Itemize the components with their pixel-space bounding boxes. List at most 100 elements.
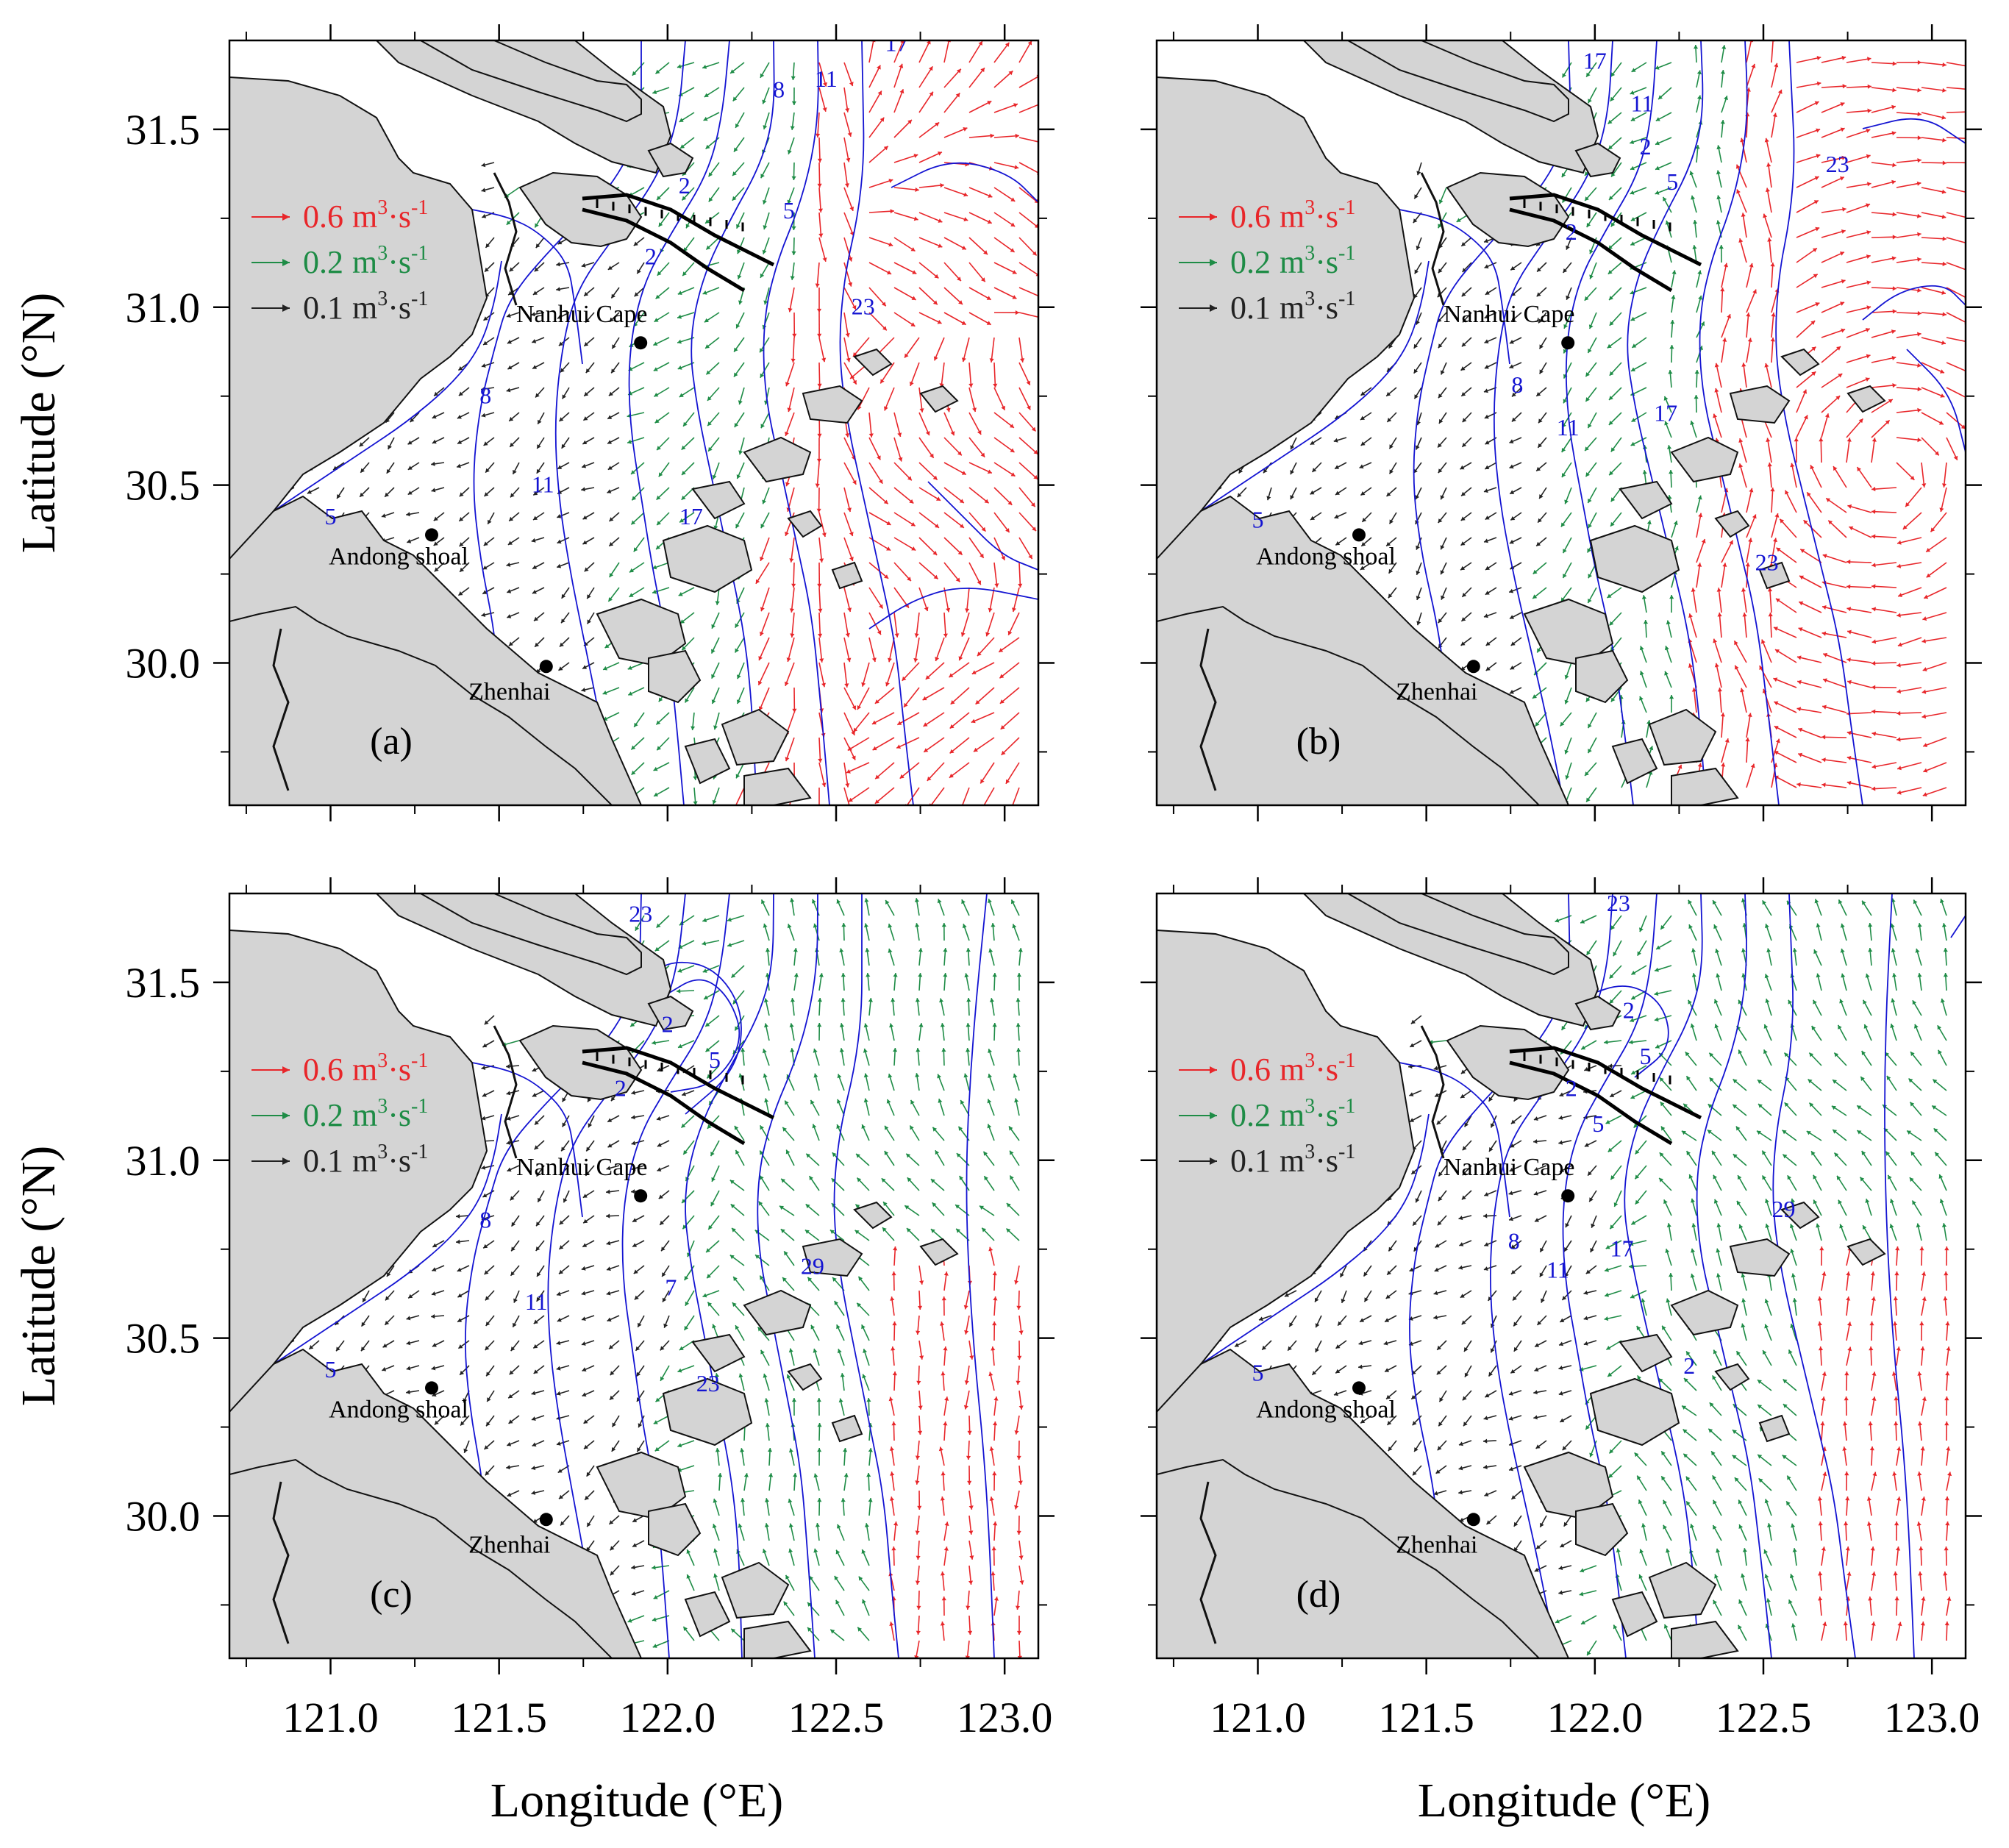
velocity-vector bbox=[1946, 137, 1966, 140]
velocity-arrowhead bbox=[1290, 445, 1295, 450]
velocity-arrowhead bbox=[481, 163, 486, 168]
velocity-vector bbox=[1771, 288, 1779, 313]
velocity-arrowhead bbox=[606, 1166, 611, 1171]
land-south_main bbox=[1157, 76, 1416, 560]
velocity-vector bbox=[857, 387, 870, 410]
velocity-arrowhead bbox=[1564, 499, 1569, 504]
velocity-arrowhead bbox=[989, 1496, 994, 1501]
velocity-arrowhead bbox=[910, 247, 916, 251]
velocity-vector bbox=[868, 437, 881, 460]
velocity-vector bbox=[1739, 238, 1747, 263]
velocity-arrowhead bbox=[457, 463, 461, 468]
velocity-arrowhead bbox=[506, 220, 511, 225]
velocity-arrowhead bbox=[994, 583, 999, 588]
velocity-arrowhead bbox=[1509, 464, 1514, 469]
velocity-arrowhead bbox=[631, 1090, 636, 1095]
velocity-arrowhead bbox=[1441, 595, 1445, 600]
velocity-arrowhead bbox=[940, 1321, 945, 1326]
velocity-arrowhead bbox=[1484, 264, 1489, 269]
velocity-arrowhead bbox=[888, 242, 893, 247]
velocity-arrowhead bbox=[891, 1546, 896, 1551]
velocity-arrowhead bbox=[1968, 160, 1971, 165]
velocity-arrowhead bbox=[969, 1355, 974, 1360]
velocity-vector bbox=[1018, 104, 1038, 113]
velocity-arrowhead bbox=[603, 666, 607, 671]
velocity-arrowhead bbox=[1866, 354, 1871, 359]
velocity-arrowhead bbox=[866, 973, 871, 977]
velocity-arrowhead bbox=[602, 691, 607, 695]
velocity-arrowhead bbox=[655, 69, 660, 74]
velocity-arrowhead bbox=[1716, 220, 1721, 225]
velocity-arrowhead bbox=[703, 116, 708, 121]
velocity-vector bbox=[1896, 212, 1921, 218]
velocity-arrowhead bbox=[588, 1123, 593, 1128]
velocity-arrowhead bbox=[822, 257, 827, 262]
velocity-arrowhead bbox=[1847, 679, 1852, 685]
velocity-vector bbox=[1774, 701, 1797, 713]
velocity-vector bbox=[949, 712, 970, 729]
velocity-arrowhead bbox=[607, 465, 613, 470]
velocity-arrowhead bbox=[638, 1423, 643, 1428]
velocity-arrowhead bbox=[788, 1348, 793, 1353]
velocity-vector bbox=[943, 262, 962, 282]
velocity-arrowhead bbox=[631, 1115, 635, 1120]
velocity-vector bbox=[918, 287, 938, 305]
velocity-vector bbox=[1871, 585, 1897, 588]
velocity-arrowhead bbox=[1639, 646, 1644, 651]
place-label: Nanhui Cape bbox=[516, 301, 647, 328]
velocity-arrowhead bbox=[657, 271, 662, 276]
velocity-arrowhead bbox=[611, 1096, 615, 1102]
velocity-arrowhead bbox=[557, 539, 562, 544]
velocity-vector bbox=[1897, 637, 1922, 646]
contour-line bbox=[471, 209, 583, 365]
velocity-arrowhead bbox=[1033, 449, 1038, 454]
velocity-arrowhead bbox=[1639, 696, 1644, 701]
velocity-vector bbox=[1896, 287, 1921, 292]
velocity-arrowhead bbox=[685, 1301, 690, 1306]
velocity-vector bbox=[1871, 257, 1896, 263]
velocity-vector bbox=[818, 137, 821, 163]
velocity-arrowhead bbox=[1561, 448, 1566, 452]
velocity-arrowhead bbox=[652, 1644, 657, 1648]
velocity-arrowhead bbox=[431, 1314, 435, 1319]
velocity-vector bbox=[788, 287, 795, 313]
velocity-arrowhead bbox=[708, 1225, 713, 1230]
velocity-arrowhead bbox=[872, 746, 877, 751]
velocity-arrowhead bbox=[1892, 235, 1896, 240]
velocity-arrowhead bbox=[791, 76, 796, 80]
velocity-arrowhead bbox=[1266, 496, 1271, 501]
velocity-arrowhead bbox=[1798, 627, 1803, 632]
velocity-arrowhead bbox=[654, 1446, 660, 1452]
velocity-arrowhead bbox=[816, 508, 821, 513]
velocity-arrowhead bbox=[1891, 131, 1896, 136]
velocity-arrowhead bbox=[1511, 417, 1516, 422]
velocity-arrowhead bbox=[793, 1473, 798, 1477]
velocity-arrowhead bbox=[732, 96, 738, 101]
velocity-vector bbox=[1018, 312, 1038, 318]
velocity-arrowhead bbox=[1762, 900, 1766, 905]
velocity-arrowhead bbox=[1747, 713, 1752, 717]
velocity-arrowhead bbox=[1589, 249, 1594, 254]
velocity-arrowhead bbox=[938, 1446, 943, 1452]
velocity-arrowhead bbox=[1485, 515, 1490, 520]
velocity-arrowhead bbox=[821, 357, 827, 363]
velocity-vector bbox=[893, 312, 916, 327]
velocity-arrowhead bbox=[940, 1622, 945, 1626]
contour-line bbox=[757, 893, 818, 1658]
velocity-arrowhead bbox=[684, 1276, 689, 1280]
velocity-arrowhead bbox=[459, 517, 464, 521]
velocity-arrowhead bbox=[363, 1297, 367, 1302]
velocity-vector bbox=[1810, 465, 1822, 488]
velocity-arrowhead bbox=[507, 1441, 512, 1446]
velocity-arrowhead bbox=[1775, 738, 1780, 743]
velocity-arrowhead bbox=[631, 1141, 636, 1146]
velocity-arrowhead bbox=[1691, 588, 1696, 592]
velocity-arrowhead bbox=[985, 632, 991, 637]
velocity-arrowhead bbox=[1580, 919, 1585, 924]
velocity-arrowhead bbox=[932, 300, 938, 305]
velocity-arrowhead bbox=[382, 1366, 387, 1371]
velocity-arrowhead bbox=[1416, 545, 1420, 550]
velocity-arrowhead bbox=[559, 1494, 563, 1499]
velocity-vector bbox=[843, 212, 854, 236]
